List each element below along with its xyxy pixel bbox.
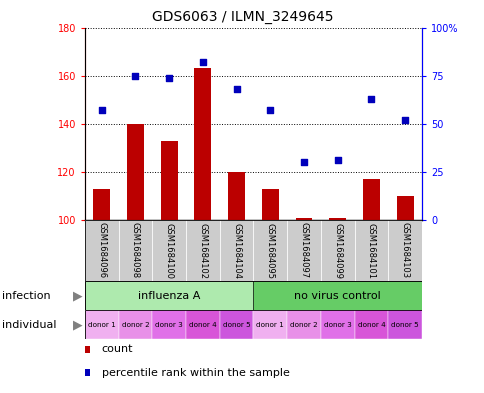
Point [198,59,206,65]
Text: GDS6063 / ILMN_3249645: GDS6063 / ILMN_3249645 [151,10,333,24]
Text: GSM1684104: GSM1684104 [231,222,241,279]
Bar [320,310,354,339]
Bar [85,281,253,310]
Bar [362,179,379,220]
Point [333,157,341,163]
Bar [85,220,118,281]
Point [131,72,139,79]
Text: donor 5: donor 5 [222,321,250,328]
Bar [387,310,421,339]
Text: donor 2: donor 2 [289,321,317,328]
Point [266,107,273,114]
Bar [261,189,278,220]
Text: donor 3: donor 3 [323,321,351,328]
Text: donor 3: donor 3 [155,321,182,328]
Text: GSM1684097: GSM1684097 [299,222,308,279]
Bar [186,220,219,281]
Bar [354,220,387,281]
Point [232,86,240,92]
Bar [295,218,312,220]
Bar [329,218,346,220]
Bar [253,220,287,281]
Bar [354,310,387,339]
Point [400,117,408,123]
Text: GSM1684098: GSM1684098 [131,222,140,279]
Text: donor 2: donor 2 [121,321,149,328]
Bar [219,220,253,281]
Bar [227,172,244,220]
Text: individual: individual [2,320,57,330]
Text: GSM1684100: GSM1684100 [164,222,173,279]
Text: no virus control: no virus control [294,291,380,301]
Text: GSM1684095: GSM1684095 [265,222,274,279]
Text: influenza A: influenza A [137,291,200,301]
Text: infection: infection [2,291,51,301]
Text: donor 1: donor 1 [88,321,115,328]
Text: GSM1684101: GSM1684101 [366,222,375,279]
Point [300,159,307,165]
Bar [152,220,186,281]
Bar [127,124,144,220]
Text: count: count [102,344,133,354]
Point [367,95,375,102]
Bar [287,220,320,281]
Bar [118,220,152,281]
Text: GSM1684103: GSM1684103 [400,222,409,279]
Text: donor 5: donor 5 [391,321,418,328]
Point [165,74,173,81]
Bar [287,310,320,339]
Bar [118,310,152,339]
Point [98,107,106,114]
Bar [160,141,177,220]
Bar [253,310,287,339]
Bar [219,310,253,339]
Bar [194,68,211,220]
Text: donor 1: donor 1 [256,321,284,328]
Text: ▶: ▶ [73,289,82,302]
Bar [320,220,354,281]
Bar [152,310,186,339]
Text: donor 4: donor 4 [189,321,216,328]
Bar [396,196,413,220]
Bar [85,310,118,339]
Text: ▶: ▶ [73,318,82,331]
Text: donor 4: donor 4 [357,321,384,328]
Text: GSM1684099: GSM1684099 [333,222,342,279]
Bar [186,310,219,339]
Text: percentile rank within the sample: percentile rank within the sample [102,368,289,378]
Text: GSM1684102: GSM1684102 [198,222,207,279]
Bar [253,281,421,310]
Bar [387,220,421,281]
Bar [93,189,110,220]
Text: GSM1684096: GSM1684096 [97,222,106,279]
